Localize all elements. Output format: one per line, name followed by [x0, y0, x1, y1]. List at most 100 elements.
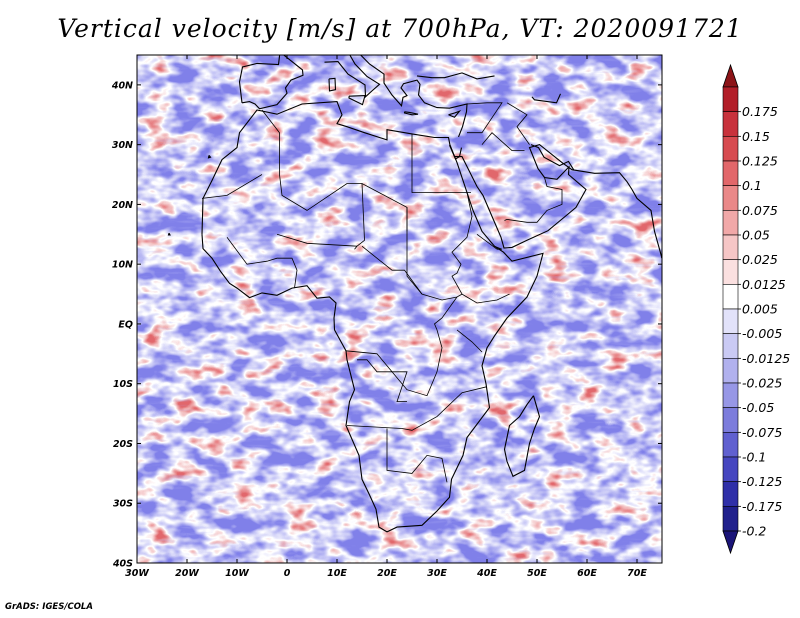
lon-label: 40E: [476, 568, 497, 579]
lat-label: EQ: [118, 319, 133, 330]
colorbar-swatch: [722, 234, 739, 260]
colorbar-label: -0.175: [742, 499, 782, 514]
colorbar-label: 0.0125: [742, 277, 786, 292]
lon-label: 20E: [377, 568, 397, 579]
colorbar-label: -0.05: [742, 400, 774, 415]
country-border: [345, 296, 458, 397]
country-border: [226, 237, 298, 289]
colorbar-swatch: [722, 456, 739, 482]
lon-label: 20W: [175, 568, 199, 579]
country-border: [466, 102, 503, 134]
lat-label: 20N: [112, 200, 133, 211]
country-border: [261, 109, 408, 232]
lon-label: 10E: [327, 568, 347, 579]
country-border: [201, 174, 263, 199]
country-border: [357, 359, 408, 403]
colorbar-swatch: [722, 432, 739, 458]
italy-coastline: [324, 55, 381, 98]
country-border: [506, 102, 530, 145]
country-border: [346, 386, 488, 431]
lat-label: 30N: [112, 140, 133, 151]
red-sea-sinai: [448, 144, 463, 160]
lat-label: 30S: [113, 499, 133, 510]
colorbar: 0.175 0.15 0.125 0.1 0.075 0.05 0.025 0.0125 0.0…: [722, 63, 790, 555]
country-border: [451, 192, 473, 295]
lat-label: 40S: [112, 559, 133, 570]
colorbar-label: 0.1: [742, 178, 762, 193]
lat-label: 10N: [112, 260, 133, 271]
latitude-axis: 40N 30N 20N 10N EQ 10S 20S 30S 40S: [111, 80, 662, 570]
crete: [403, 111, 419, 116]
lat-label: 10S: [113, 379, 133, 390]
lon-label: 10W: [225, 568, 249, 579]
colorbar-label: -0.2: [742, 524, 766, 539]
country-border: [476, 233, 498, 250]
vertical-velocity-field: [137, 55, 662, 563]
colorbar-label: -0.125: [742, 474, 782, 489]
colorbar-swatch: [722, 481, 739, 507]
colorbar-label: -0.1: [742, 450, 766, 465]
plot-area: [136, 54, 663, 564]
colorbar-swatch: [722, 259, 739, 285]
grads-credit: GrADS: IGES/COLA: [5, 602, 93, 612]
country-border: [361, 245, 423, 295]
colorbar-label: 0.125: [742, 154, 778, 169]
europe-coastline: [238, 55, 304, 110]
longitude-axis: 30W 20W 10W 0 10E 20E 30E 40E 50E 60E 70E: [125, 55, 647, 579]
sardinia: [328, 77, 337, 92]
country-border: [354, 183, 365, 250]
sicily: [348, 95, 366, 106]
africa-coastline: [201, 101, 544, 533]
lon-label: 30E: [427, 568, 447, 579]
colorbar-swatch: [722, 210, 739, 236]
lon-label: 30W: [125, 568, 149, 579]
lon-label: 50E: [527, 568, 547, 579]
coastlines: [167, 55, 662, 533]
cape-verde: [167, 232, 171, 236]
colorbar-label: 0.15: [742, 129, 770, 144]
colorbar-label: 0.025: [742, 252, 778, 267]
lat-label: 40N: [111, 80, 133, 91]
country-border: [411, 133, 471, 193]
canary-islands: [207, 155, 212, 159]
colorbar-swatch: [722, 86, 739, 112]
cyprus: [448, 109, 462, 118]
colorbar-label: -0.005: [742, 326, 782, 341]
plot-frame: [136, 54, 663, 564]
madagascar-coastline: [503, 395, 541, 478]
persian-iran-coast: [530, 144, 575, 171]
colorbar-swatch: [722, 284, 739, 310]
lat-label: 20S: [113, 439, 133, 450]
colorbar-swatch: [722, 358, 739, 384]
caspian-coast: [531, 93, 562, 104]
lon-label: 70E: [627, 568, 647, 579]
colorbar-swatch: [722, 160, 739, 186]
country-border: [386, 428, 448, 483]
colorbar-swatch: [722, 506, 739, 532]
colorbar-swatch: [722, 136, 739, 162]
map-title: Vertical velocity [m/s] at 700hPa, VT: 2…: [57, 14, 743, 43]
colorbar-label: 0.05: [742, 228, 770, 243]
colorbar-bottom-arrow: [722, 530, 739, 555]
colorbar-label: 0.005: [742, 302, 778, 317]
black-sea-coast: [416, 72, 495, 80]
colorbar-swatch: [722, 333, 739, 359]
colorbar-label: -0.075: [742, 425, 782, 440]
colorbar-label: 0.075: [742, 203, 778, 218]
colorbar-swatch: [722, 308, 739, 334]
colorbar-top-arrow: [722, 63, 739, 88]
lon-label: 60E: [577, 568, 597, 579]
colorbar-swatch: [722, 382, 739, 408]
balkan-coastline: [359, 55, 468, 138]
colorbar-label: -0.025: [742, 376, 782, 391]
lon-label: 0: [284, 568, 291, 579]
colorbar-swatch: [722, 111, 739, 137]
colorbar-label: -0.0125: [742, 351, 790, 366]
colorbar-swatch: [722, 407, 739, 433]
country-border: [504, 177, 563, 223]
colorbar-swatch: [722, 185, 739, 211]
country-border: [494, 245, 503, 250]
country-border: [481, 132, 525, 152]
country-border: [276, 233, 358, 247]
